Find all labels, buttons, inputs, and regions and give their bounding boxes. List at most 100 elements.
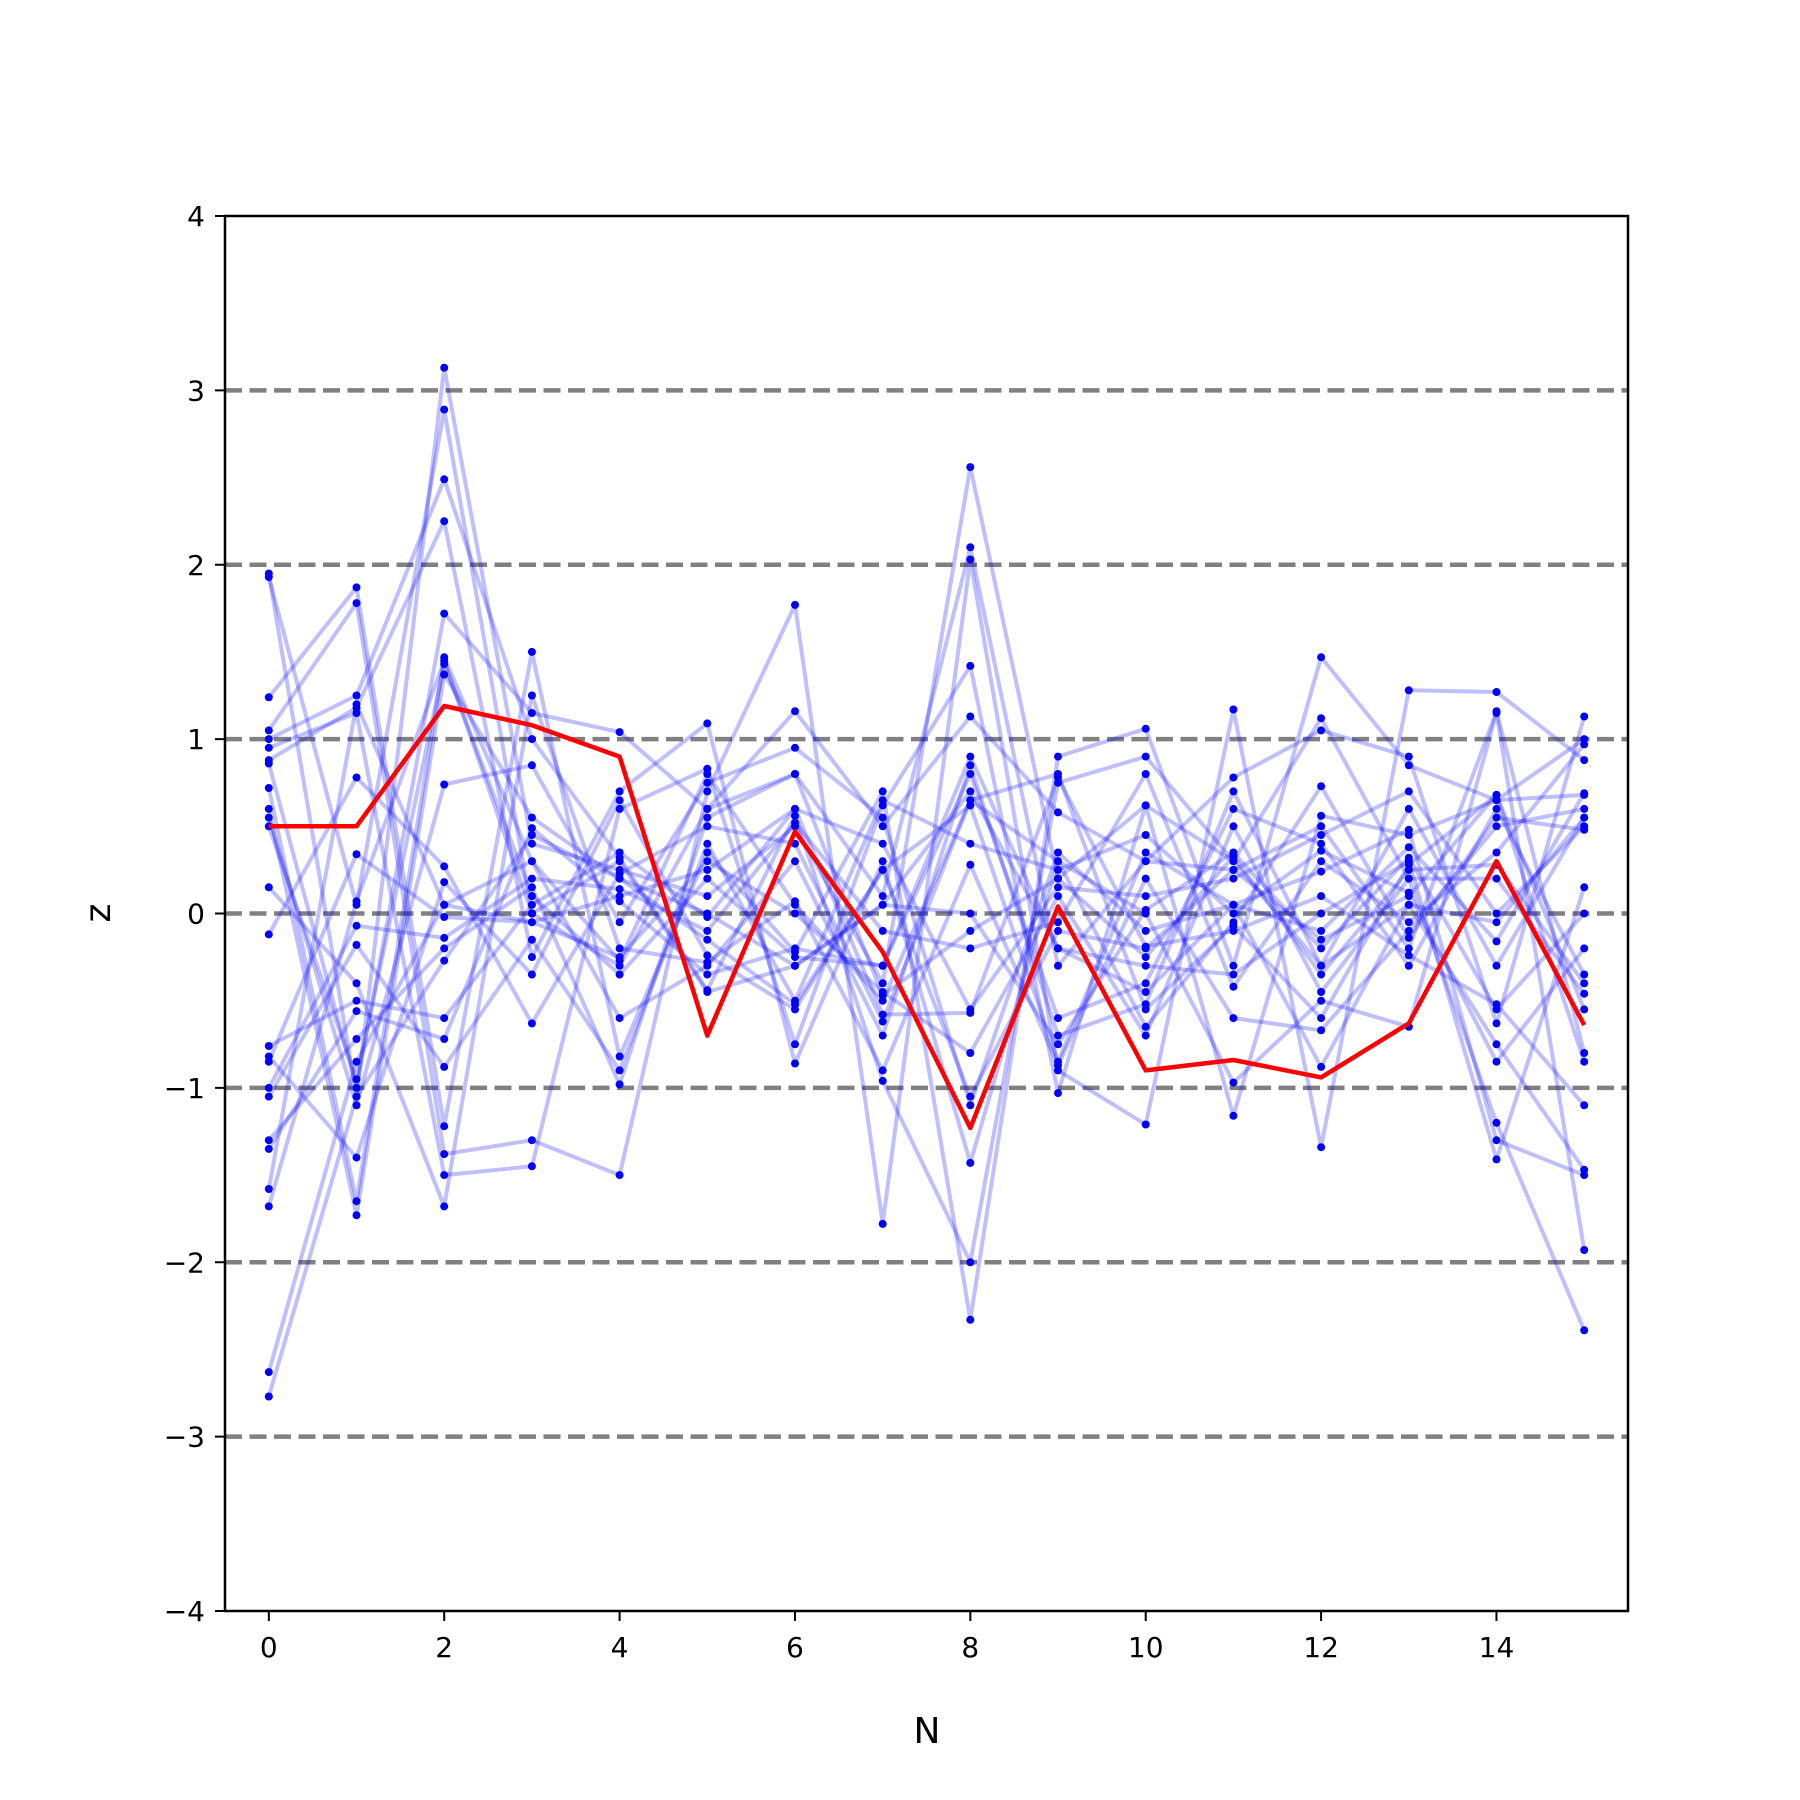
data-point	[878, 900, 887, 909]
data-point	[1580, 740, 1589, 749]
data-point	[527, 761, 536, 770]
data-point	[440, 913, 449, 921]
series-line	[266, 407, 1587, 1054]
data-point	[1580, 883, 1589, 892]
data-point	[1054, 918, 1062, 927]
data-point	[1054, 857, 1062, 866]
data-point	[703, 951, 712, 960]
data-point	[264, 1392, 273, 1401]
data-point	[527, 883, 536, 892]
data-point	[615, 885, 624, 894]
data-point	[1404, 951, 1413, 960]
data-point	[1229, 961, 1238, 970]
data-point	[791, 818, 799, 827]
data-point	[966, 712, 975, 721]
data-point	[352, 1153, 361, 1162]
data-point	[264, 1083, 273, 1092]
data-point	[615, 892, 624, 901]
data-point	[1492, 848, 1501, 857]
data-point	[440, 609, 449, 618]
data-point	[703, 787, 712, 796]
data-point	[1141, 874, 1150, 883]
data-point	[1317, 839, 1326, 848]
data-point	[1229, 865, 1238, 874]
data-point	[1580, 1326, 1589, 1335]
data-point	[440, 656, 449, 665]
data-point	[1404, 787, 1413, 796]
data-point	[527, 857, 536, 866]
data-point	[878, 857, 887, 866]
data-point	[1404, 961, 1413, 970]
data-point	[791, 770, 799, 778]
data-point	[878, 1076, 887, 1085]
series-line	[266, 824, 1586, 1063]
data-point	[1580, 989, 1589, 998]
data-point	[1141, 892, 1150, 901]
data-point	[352, 1007, 361, 1016]
x-tick-label: 6	[786, 1631, 804, 1664]
series-line	[266, 365, 1586, 1099]
data-point	[264, 759, 273, 768]
data-point	[1404, 853, 1413, 862]
data-point	[791, 811, 799, 820]
data-point	[703, 770, 712, 778]
data-point	[264, 1136, 273, 1145]
data-point	[1580, 1171, 1589, 1180]
series-line	[266, 658, 1586, 1207]
data-point	[966, 1049, 975, 1057]
y-axis-label: z	[78, 904, 119, 923]
data-point	[527, 709, 536, 717]
data-point	[1317, 811, 1326, 820]
data-point	[966, 944, 975, 953]
data-point	[1492, 937, 1501, 946]
series-line	[268, 663, 1585, 1178]
data-point	[527, 874, 536, 883]
data-point	[1580, 970, 1589, 979]
data-point	[527, 935, 536, 944]
data-point	[791, 953, 799, 962]
data-point	[352, 1083, 361, 1092]
x-axis-label: N	[914, 1711, 941, 1752]
data-point	[1317, 926, 1326, 935]
data-point	[703, 839, 712, 848]
data-point	[440, 1150, 449, 1159]
data-point	[966, 860, 975, 869]
data-point	[1317, 1143, 1326, 1152]
data-point	[1317, 988, 1326, 996]
data-point	[1492, 909, 1501, 918]
data-point	[527, 831, 536, 839]
x-axis: 0 2 4 6 8 10 12 14	[260, 1611, 1514, 1664]
data-point	[264, 743, 273, 752]
data-point	[1141, 953, 1150, 962]
data-point	[1580, 1101, 1589, 1110]
data-point	[1141, 1022, 1150, 1031]
data-point	[1492, 1005, 1501, 1014]
x-tick-label: 0	[260, 1631, 278, 1664]
data-point	[440, 1171, 449, 1180]
data-point	[1229, 982, 1238, 991]
data-point	[1054, 892, 1062, 901]
series-line	[267, 754, 1586, 1150]
data-point	[440, 1014, 449, 1023]
data-point	[1492, 1057, 1501, 1066]
data-point	[703, 958, 712, 967]
data-point	[1317, 996, 1326, 1005]
data-point	[966, 1008, 975, 1017]
data-point	[791, 600, 799, 609]
data-point	[1404, 944, 1413, 953]
data-point	[1229, 773, 1238, 782]
y-tick-label: −3	[164, 1421, 205, 1454]
data-point	[966, 1258, 975, 1267]
data-point	[1054, 874, 1062, 883]
x-tick-label: 4	[611, 1631, 629, 1664]
data-point	[352, 940, 361, 949]
data-point	[615, 787, 624, 796]
data-point	[703, 857, 712, 866]
data-point	[615, 1080, 624, 1089]
data-point	[1492, 709, 1501, 717]
data-point	[878, 1219, 887, 1228]
data-point	[1054, 808, 1062, 817]
data-point	[1141, 1031, 1150, 1040]
data-point	[615, 1052, 624, 1061]
data-point	[966, 1158, 975, 1167]
